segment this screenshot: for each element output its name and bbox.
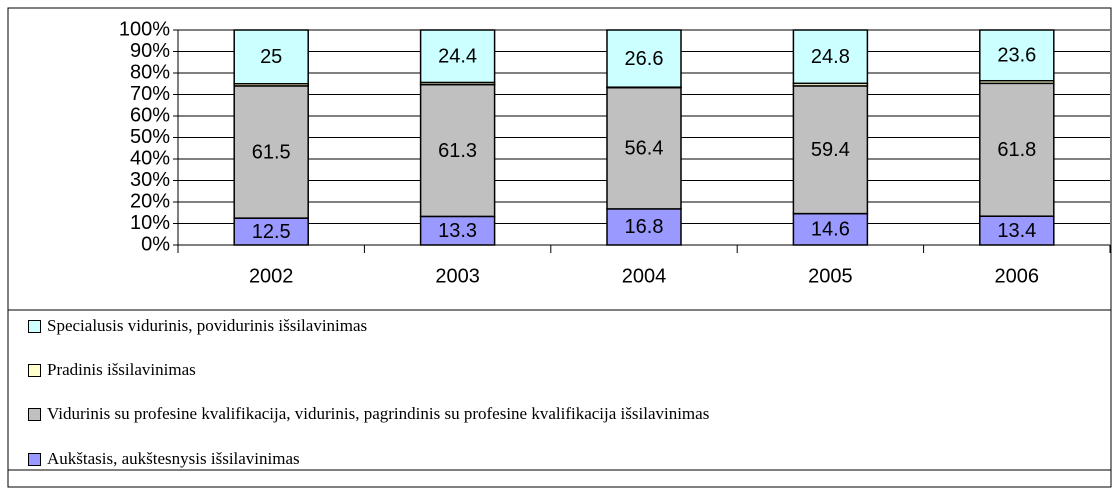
bar-segment [233, 29, 309, 85]
y-tick-label: 40% [130, 147, 170, 169]
data-label: 16.8 [625, 216, 664, 238]
legend-label: Pradinis išsilavinimas [47, 360, 196, 379]
data-label: 25 [260, 46, 282, 68]
data-label: 61.5 [252, 141, 291, 163]
bar-segment [606, 86, 682, 210]
frame [7, 7, 1112, 488]
bar-segment [233, 85, 309, 219]
x-tick-label: 2002 [249, 265, 294, 287]
y-tick-label: 10% [130, 212, 170, 234]
y-tick-label: 100% [119, 18, 170, 40]
y-tick-label: 0% [141, 233, 170, 255]
legend-swatch [28, 453, 41, 466]
x-tick-label: 2005 [808, 265, 853, 287]
data-label: 56.4 [625, 138, 664, 160]
x-tick-label: 2003 [435, 265, 480, 287]
legend-swatch [28, 364, 41, 377]
data-label: 61.8 [997, 139, 1036, 161]
y-tick-label: 70% [130, 83, 170, 105]
y-tick-label: 50% [130, 126, 170, 148]
bar-segment [419, 83, 496, 218]
data-label: 12.5 [252, 221, 291, 243]
data-label: 13.3 [438, 220, 477, 242]
bar-segment [979, 29, 1055, 82]
y-tick-label: 80% [130, 61, 170, 83]
legend-item: Specialusis vidurinis, povidurinis išsil… [28, 316, 1088, 335]
data-label: 14.6 [811, 219, 850, 241]
data-label: 59.4 [811, 139, 850, 161]
legend-label: Vidurinis su profesine kvalifikacija, vi… [47, 404, 710, 423]
y-tick-label: 30% [130, 169, 170, 191]
legend-swatch [28, 320, 41, 333]
bar-segment [419, 215, 496, 246]
legend-item: Pradinis išsilavinimas [28, 360, 1088, 379]
legend-item: Aukštasis, aukštesnysis išsilavinimas [28, 449, 1088, 468]
data-label: 61.3 [438, 140, 477, 162]
y-tick-label: 90% [130, 40, 170, 62]
data-label: 23.6 [997, 45, 1036, 67]
bar-segment [606, 29, 682, 88]
y-tick-label: 60% [130, 104, 170, 126]
bar-segment [792, 85, 869, 215]
x-tick-label: 2004 [622, 265, 667, 287]
data-label: 24.4 [438, 46, 477, 68]
bar-segment [233, 217, 309, 246]
x-tick-label: 2006 [995, 265, 1040, 287]
legend-label: Aukštasis, aukštesnysis išsilavinimas [47, 449, 300, 468]
legend-item: Vidurinis su profesine kvalifikacija, vi… [28, 404, 1088, 423]
bar-segment [606, 208, 682, 246]
y-tick-label: 20% [130, 190, 170, 212]
bar-segment [792, 29, 869, 85]
bar-segment [419, 29, 496, 84]
legend-label: Specialusis vidurinis, povidurinis išsil… [47, 316, 368, 335]
data-label: 13.4 [997, 220, 1036, 242]
legend-swatch [28, 408, 41, 421]
data-label: 26.6 [625, 48, 664, 70]
data-label: 24.8 [811, 46, 850, 68]
